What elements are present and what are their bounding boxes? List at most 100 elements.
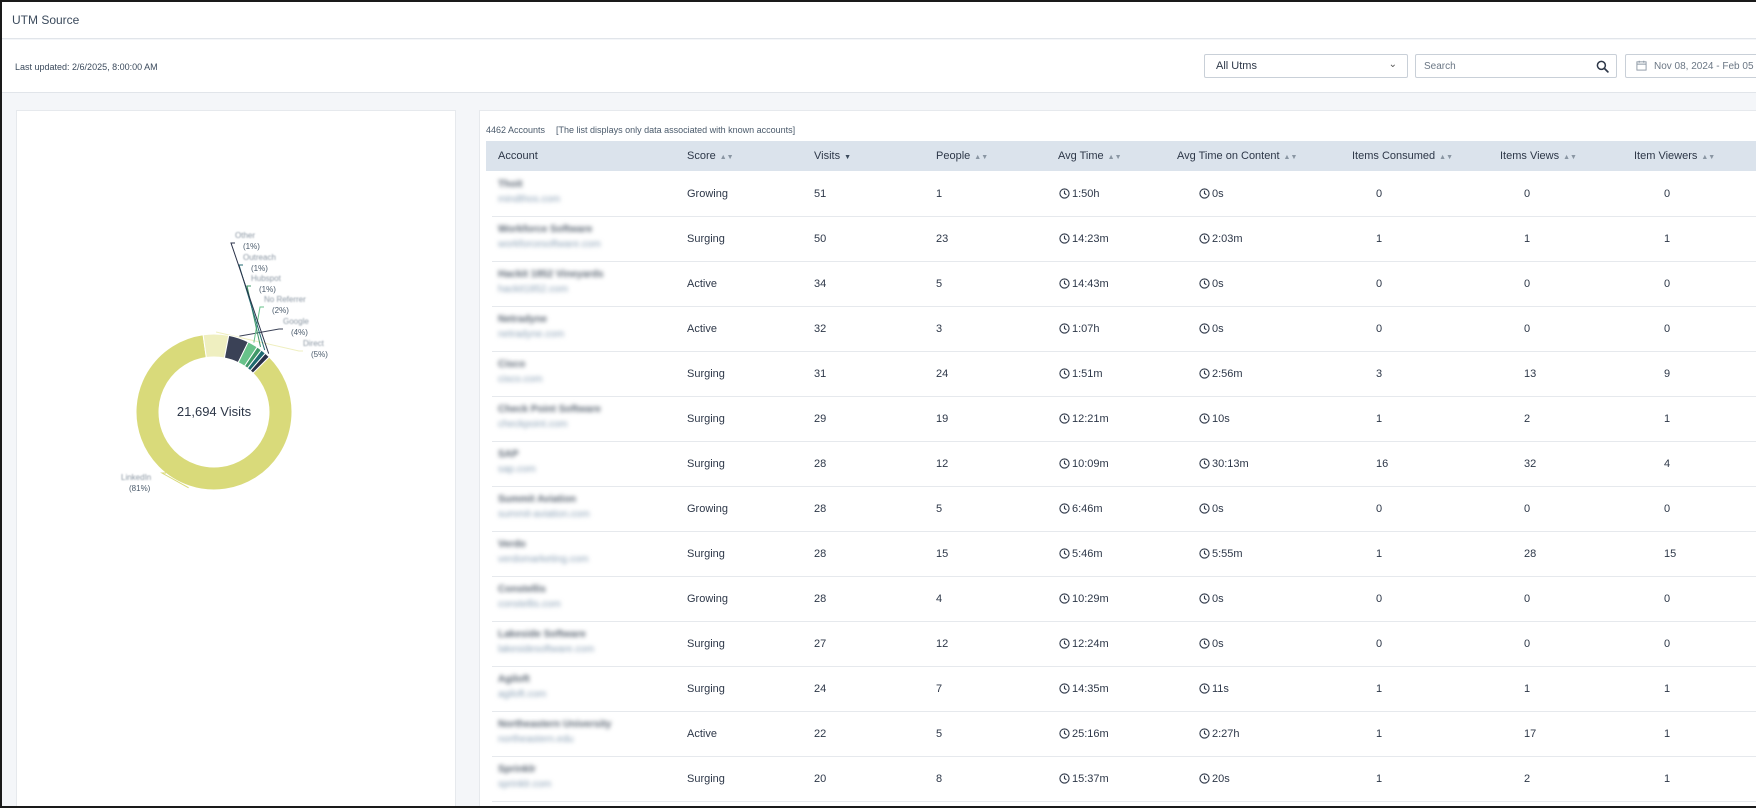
table-row[interactable]: Netradyne netradyne.com Active 32 3 1:07h 0s 0 0…	[486, 307, 1756, 352]
account-cell[interactable]: Cisco cisco.com	[492, 352, 638, 397]
account-name: Netradyne	[498, 314, 547, 325]
cell-avg-time: 10:29m	[1059, 593, 1109, 605]
account-cell[interactable]: Constellis constellis.com	[492, 577, 638, 622]
clock-icon	[1059, 503, 1070, 514]
cell-score: Surging	[687, 548, 725, 560]
cell-items-views: 28	[1524, 548, 1537, 560]
cell-avg-time-content: 2:03m	[1199, 233, 1243, 245]
cell-items-views: 2	[1524, 773, 1531, 785]
table-row[interactable]: Hackit 1852 Vineyards hackit1852.com Activ…	[486, 262, 1756, 307]
account-cell[interactable]: Hackit 1852 Vineyards hackit1852.com	[492, 262, 638, 307]
column-header-item-viewers[interactable]: Item Viewers ▲▼	[1634, 150, 1716, 162]
cell-score: Growing	[687, 503, 728, 515]
table-row[interactable]: Workforce Software workforcesoftware.com S…	[486, 217, 1756, 262]
row-divider	[632, 442, 1756, 487]
cell-visits: 27	[814, 638, 827, 650]
column-header-people[interactable]: People ▲▼	[936, 150, 989, 162]
account-cell[interactable]: Northeastern University northeastern.edu	[492, 712, 638, 757]
account-domain[interactable]: netradyne.com	[498, 329, 565, 340]
cell-item-viewers: 15	[1664, 548, 1677, 560]
table-row[interactable]: Lakeside Software lakesidesoftware.com Sur…	[486, 622, 1756, 667]
cell-item-viewers: 1	[1664, 683, 1671, 695]
cell-items-views: 2	[1524, 413, 1531, 425]
account-cell[interactable]: Sprinklr sprinklr.com	[492, 757, 638, 802]
cell-visits: 50	[814, 233, 827, 245]
cell-visits: 34	[814, 278, 827, 290]
column-header-avg-time-content[interactable]: Avg Time on Content ▲▼	[1177, 150, 1298, 162]
account-domain[interactable]: hackit1852.com	[498, 284, 569, 295]
account-cell[interactable]: Thoit mindthos.com	[492, 172, 638, 217]
account-name: Constellis	[498, 584, 546, 595]
cell-people: 8	[936, 773, 943, 785]
table-row[interactable]: Sprinklr sprinklr.com Surging 20 8 15:37m 20s 1…	[486, 757, 1756, 802]
account-domain[interactable]: constellis.com	[498, 599, 561, 610]
table-row[interactable]: Agiloft agiloft.com Surging 24 7 14:35m 11s 1 1 1	[486, 667, 1756, 712]
column-header-items-consumed[interactable]: Items Consumed ▲▼	[1352, 150, 1454, 162]
cell-avg-time-content: 10s	[1199, 413, 1230, 425]
cell-avg-time: 1:07h	[1059, 323, 1100, 335]
account-domain[interactable]: checkpoint.com	[498, 419, 568, 430]
account-cell[interactable]: Netradyne netradyne.com	[492, 307, 638, 352]
cell-visits: 29	[814, 413, 827, 425]
account-domain[interactable]: verdomarketing.com	[498, 554, 589, 565]
slice-label-percent: (5%)	[311, 350, 328, 359]
search-icon[interactable]	[1596, 60, 1609, 73]
cell-people: 5	[936, 503, 943, 515]
column-header-account[interactable]: Account	[498, 150, 538, 162]
account-cell[interactable]: Workforce Software workforcesoftware.com	[492, 217, 638, 262]
account-domain[interactable]: northeastern.edu	[498, 734, 574, 745]
cell-visits: 51	[814, 188, 827, 200]
account-cell[interactable]: Lakeside Software lakesidesoftware.com	[492, 622, 638, 667]
column-header-items-views[interactable]: Items Views ▲▼	[1500, 150, 1577, 162]
search-input[interactable]	[1416, 55, 1586, 78]
sort-icon: ▲▼	[974, 154, 989, 161]
account-cell[interactable]: Agiloft agiloft.com	[492, 667, 638, 712]
account-name: Hackit 1852 Vineyards	[498, 269, 604, 280]
donut-slice-linkedin[interactable]	[135, 334, 293, 491]
clock-icon	[1059, 728, 1070, 739]
table-row[interactable]: Thoit mindthos.com Growing 51 1 1:50h 0s 0 0 0	[486, 172, 1756, 217]
cell-people: 15	[936, 548, 949, 560]
search-box	[1415, 54, 1617, 78]
account-cell[interactable]: Check Point Software checkpoint.com	[492, 397, 638, 442]
row-divider	[632, 217, 1756, 262]
account-domain[interactable]: workforcesoftware.com	[498, 239, 601, 250]
cell-visits: 28	[814, 548, 827, 560]
account-domain[interactable]: sap.com	[498, 464, 536, 475]
cell-items-consumed: 0	[1376, 323, 1383, 335]
cell-avg-time: 25:16m	[1059, 728, 1109, 740]
column-header-visits[interactable]: Visits ▼	[814, 150, 852, 162]
table-row[interactable]: Summit Aviation summit-aviation.com Growin…	[486, 487, 1756, 532]
account-domain[interactable]: lakesidesoftware.com	[498, 644, 595, 655]
clock-icon	[1199, 413, 1210, 424]
leader-line	[253, 306, 264, 343]
account-cell[interactable]: SAP sap.com	[492, 442, 638, 487]
donut-slice-other[interactable]	[249, 352, 270, 374]
account-domain[interactable]: cisco.com	[498, 374, 543, 385]
cell-items-consumed: 1	[1376, 728, 1383, 740]
clock-icon	[1199, 278, 1210, 289]
table-row[interactable]: Check Point Software checkpoint.com Surgin…	[486, 397, 1756, 442]
column-header-score[interactable]: Score ▲▼	[687, 150, 734, 162]
cell-items-consumed: 3	[1376, 368, 1383, 380]
utm-filter-dropdown[interactable]: All Utms ⌄	[1204, 54, 1408, 78]
table-row[interactable]: Verdo verdomarketing.com Surging 28 15 5:46m 5…	[486, 532, 1756, 577]
table-row[interactable]: Cisco cisco.com Surging 31 24 1:51m 2:56m 3 13 9	[486, 352, 1756, 397]
cell-people: 12	[936, 638, 949, 650]
account-domain[interactable]: summit-aviation.com	[498, 509, 590, 520]
cell-item-viewers: 9	[1664, 368, 1671, 380]
account-domain[interactable]: sprinklr.com	[498, 779, 552, 790]
slice-label-name: Other	[235, 231, 255, 240]
table-row[interactable]: SAP sap.com Surging 28 12 10:09m 30:13m 16 32 4	[486, 442, 1756, 487]
table-row[interactable]: Northeastern University northeastern.edu A…	[486, 712, 1756, 757]
account-domain[interactable]: mindthos.com	[498, 194, 561, 205]
account-cell[interactable]: Summit Aviation summit-aviation.com	[492, 487, 638, 532]
table-row[interactable]: Constellis constellis.com Growing 28 4 10:29m…	[486, 577, 1756, 622]
column-header-avg-time[interactable]: Avg Time ▲▼	[1058, 150, 1122, 162]
cell-avg-time: 10:09m	[1059, 458, 1109, 470]
clock-icon	[1199, 548, 1210, 559]
account-domain[interactable]: agiloft.com	[498, 689, 547, 700]
clock-icon	[1059, 323, 1070, 334]
date-range-picker[interactable]: Nov 08, 2024 - Feb 05	[1625, 54, 1756, 78]
account-cell[interactable]: Verdo verdomarketing.com	[492, 532, 638, 577]
